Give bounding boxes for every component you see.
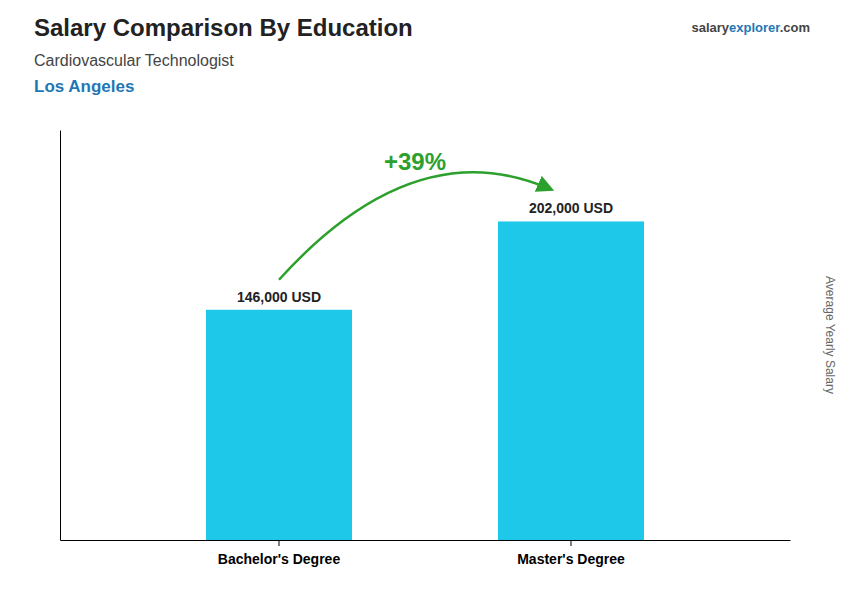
title: Salary Comparison By Education [34,14,413,41]
data-label: 202,000 USD [529,200,613,216]
y-axis-label: Average Yearly Salary [823,276,837,394]
x-axis: Bachelor's Degree Master's Degree [61,540,791,567]
change-arrow [279,172,551,279]
site-name: salaryexplorer.com [691,20,810,35]
y-axis [60,131,61,541]
change-label: +39% [384,148,446,175]
chart: Salary Comparison By Education salaryexpl… [0,0,850,606]
data-labels: 146,000 USD 202,000 USD [237,200,613,304]
bar [206,310,352,540]
x-axis-line [61,540,791,541]
site-name-part: salary [691,20,729,35]
city: Los Angeles [34,77,134,96]
x-tick: Master's Degree [517,540,625,567]
site-name-part: explorer [729,20,780,35]
x-tick-label: Bachelor's Degree [218,551,341,567]
x-tick-mark [571,540,572,546]
x-tick-mark [279,540,280,546]
bars [206,221,644,540]
bar [498,221,644,540]
x-tick: Bachelor's Degree [218,540,341,567]
data-label: 146,000 USD [237,289,321,305]
site-name-part: .com [780,20,810,35]
x-tick-label: Master's Degree [517,551,625,567]
y-axis-line [60,131,61,541]
subtitle: Cardiovascular Technologist [34,52,234,69]
